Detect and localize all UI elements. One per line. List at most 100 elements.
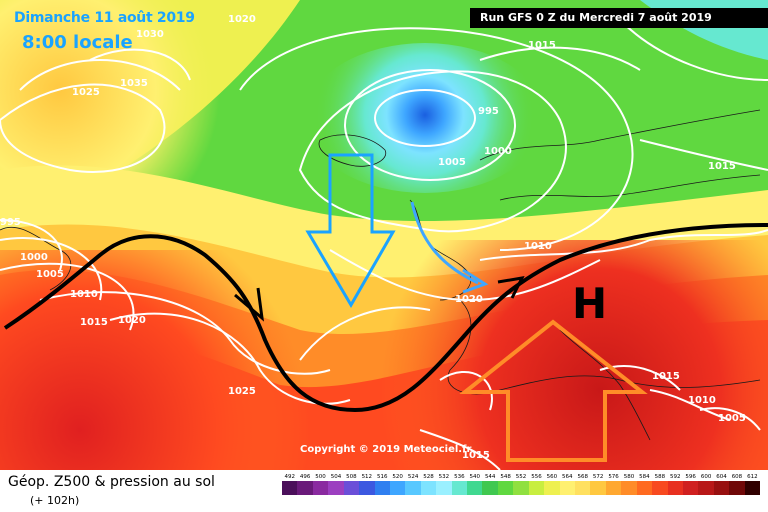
map-date-title: Dimanche 11 août 2019 — [14, 10, 195, 26]
legend-value: 492 — [284, 474, 295, 480]
legend-value: 556 — [531, 474, 542, 480]
legend-value: 572 — [592, 474, 604, 480]
legend-value: 528 — [423, 474, 434, 480]
legend-swatch — [590, 481, 606, 495]
legend-swatch — [652, 481, 668, 495]
legend-swatch — [420, 481, 437, 495]
isobar-label: 1025 — [228, 386, 256, 397]
legend-value: 564 — [562, 474, 573, 480]
legend-swatch — [451, 481, 468, 495]
legend-value: 608 — [731, 474, 743, 480]
legend-swatches — [282, 481, 761, 495]
legend-value: 552 — [515, 474, 527, 480]
legend-value: 520 — [392, 474, 403, 480]
legend-value: 560 — [546, 474, 558, 480]
legend-value: 524 — [407, 474, 419, 480]
legend-swatch — [282, 481, 298, 495]
cold-air-arrow — [305, 153, 396, 308]
isobar-label: 1015 — [462, 450, 490, 461]
legend-swatch — [528, 481, 545, 495]
legend-value: 568 — [577, 474, 588, 480]
legend-swatch — [559, 481, 576, 495]
legend-value: 596 — [685, 474, 696, 480]
legend-value: 512 — [361, 474, 373, 480]
isobar-label: 1015 — [528, 40, 556, 51]
isobar-label: 1005 — [438, 157, 466, 168]
isobar-label: 1015 — [80, 317, 108, 328]
legend-value: 496 — [299, 474, 311, 480]
legend-value: 504 — [330, 474, 342, 480]
legend-value: 604 — [716, 474, 727, 480]
isobar-label: 1035 — [120, 78, 148, 89]
warm-region-sw — [0, 250, 420, 470]
legend-value: 508 — [346, 474, 357, 480]
isobar-label: 1030 — [136, 29, 164, 40]
legend-swatch — [744, 481, 761, 495]
map-time-title: 8:00 locale — [22, 32, 133, 53]
legend-swatch — [667, 481, 683, 495]
legend-swatch — [513, 481, 529, 495]
legend-swatch — [636, 481, 653, 495]
legend-value: 584 — [639, 474, 650, 480]
legend-swatch — [713, 481, 730, 495]
isobar-label: 1000 — [484, 146, 512, 157]
legend-swatch — [359, 481, 375, 495]
legend-swatch — [312, 481, 329, 495]
color-legend: 492 496 500 504 508 512 516 520 524 528 532 536 540 5… — [282, 474, 761, 500]
isobar-label: 1025 — [72, 87, 100, 98]
legend-swatch — [729, 481, 745, 495]
legend-swatch — [482, 481, 498, 495]
weather-map: 1020 1030 1035 1025 995 1000 1005 1015 1… — [0, 0, 768, 470]
isobar-label: 1015 — [708, 161, 736, 172]
legend-swatch — [328, 481, 344, 495]
copyright-text: Copyright © 2019 Meteociel.fr — [300, 444, 472, 455]
legend-value: 516 — [376, 474, 388, 480]
isobar-label: 1020 — [118, 315, 146, 326]
legend-value: 588 — [654, 474, 666, 480]
isobar-label: 1020 — [228, 14, 256, 25]
cold-flow-arrow — [410, 201, 479, 285]
legend-swatch — [389, 481, 406, 495]
high-pressure-label: H — [572, 279, 607, 328]
legend-swatch — [698, 481, 714, 495]
isobar-label: 995 — [0, 217, 21, 228]
isobar-label: 1005 — [718, 413, 746, 424]
legend-labels: 492 496 500 504 508 512 516 520 524 528 532 536 540 5… — [282, 474, 760, 480]
legend-swatch — [621, 481, 637, 495]
isobar-label: 1015 — [652, 371, 680, 382]
isobar-label: 1005 — [36, 269, 64, 280]
jet-arrowhead-west — [234, 287, 265, 322]
legend-swatch — [682, 481, 699, 495]
legend-value: 612 — [747, 474, 758, 480]
low-pressure-core — [305, 43, 545, 193]
legend-swatch — [467, 481, 483, 495]
legend-value: 536 — [454, 474, 465, 480]
legend-value: 580 — [623, 474, 635, 480]
legend-swatch — [297, 481, 313, 495]
isobar-label: 1010 — [524, 241, 552, 252]
isobar-label-group: 1020 1030 1035 1025 995 1000 1005 1015 1… — [0, 14, 746, 461]
legend-value: 576 — [608, 474, 619, 480]
legend-swatch — [575, 481, 591, 495]
legend-value: 544 — [484, 474, 496, 480]
isobar-label: 1010 — [70, 289, 98, 300]
legend-swatch — [605, 481, 622, 495]
legend-swatch — [436, 481, 452, 495]
legend-swatch — [497, 481, 514, 495]
isobar-label: 995 — [478, 106, 499, 117]
legend-value: 600 — [700, 474, 712, 480]
jet-stream-line — [3, 223, 768, 413]
legend-swatch — [343, 481, 360, 495]
run-label: Run GFS 0 Z du Mercredi 7 août 2019 — [470, 8, 768, 28]
legend-value: 592 — [670, 474, 681, 480]
legend-swatch — [544, 481, 560, 495]
isobar-label: 1020 — [455, 294, 483, 305]
map-footer: Géop. Z500 & pression au sol (+ 102h) 49… — [0, 470, 768, 512]
legend-value: 548 — [500, 474, 511, 480]
isobar-label: 1000 — [20, 252, 48, 263]
cold-flow-arrowhead — [462, 268, 489, 294]
map-canvas: 1020 1030 1035 1025 995 1000 1005 1015 1… — [0, 0, 768, 470]
isobar-label: 1010 — [688, 395, 716, 406]
legend-swatch — [374, 481, 390, 495]
warm-air-arrow — [459, 319, 648, 462]
